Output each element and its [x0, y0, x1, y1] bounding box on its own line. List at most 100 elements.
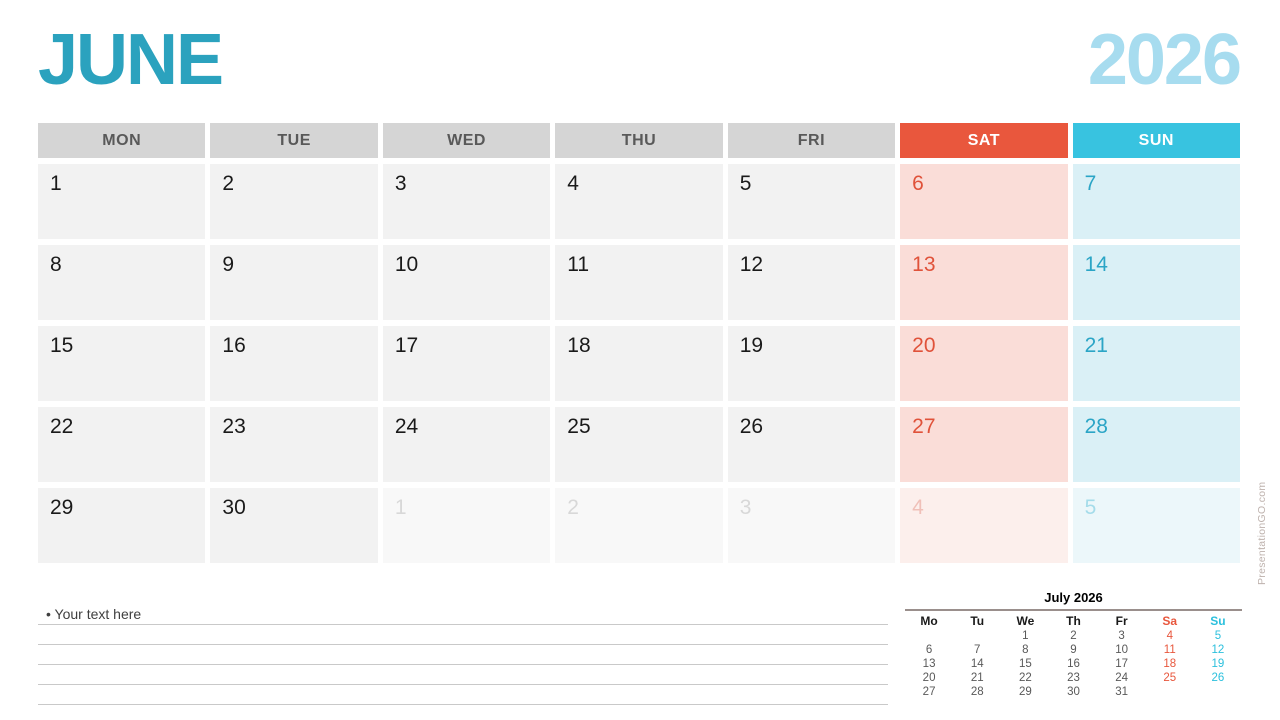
day-number: 20 — [912, 334, 936, 357]
note-line — [38, 704, 888, 705]
day-number: 15 — [50, 334, 74, 357]
mini-day-cell: 21 — [970, 672, 984, 684]
day-number: 7 — [1084, 172, 1097, 195]
mini-day-cell: 11 — [1163, 644, 1176, 656]
mini-calendar-title: July 2026 — [905, 590, 1242, 611]
day-number: 2 — [222, 172, 235, 195]
day-number: 24 — [394, 415, 419, 438]
mini-day-cell: 22 — [1018, 672, 1032, 684]
mini-day-cell: 18 — [1163, 658, 1177, 670]
day-number: 16 — [222, 334, 246, 357]
day-cell: 22 — [38, 407, 206, 482]
mini-calendar-grid: Mo Tu We Th Fr Sa Su 1 2 3 4 5 6 7 8 9 10 11 12 13 14 15 16 17 1… — [905, 613, 1242, 699]
day-number: 10 — [394, 253, 419, 276]
day-number: 4 — [567, 172, 579, 195]
mini-day-cell: 19 — [1211, 658, 1225, 670]
day-cell: 26 — [727, 407, 896, 482]
note-line — [38, 624, 888, 625]
day-number: 17 — [394, 334, 419, 357]
mini-day-cell: 7 — [974, 644, 981, 656]
day-number: 25 — [567, 415, 591, 438]
weekday-header-tue: TUE — [210, 123, 378, 158]
day-cell: 23 — [210, 407, 378, 482]
mini-day-cell: 29 — [1018, 686, 1032, 698]
day-cell: 29 — [38, 488, 206, 563]
mini-day-cell: 20 — [922, 672, 936, 684]
day-cell: 14 — [1072, 245, 1240, 320]
notes-placeholder-text: • Your text here — [46, 606, 141, 622]
day-cell: 25 — [555, 407, 723, 482]
mini-day-cell: 3 — [1118, 630, 1125, 642]
day-number: 28 — [1084, 415, 1108, 438]
next-month-mini-calendar: July 2026 Mo Tu We Th Fr Sa Su 1 2 3 4 5 6 7 8 9 10 11 12 1… — [905, 590, 1242, 699]
note-line — [38, 664, 888, 665]
mini-day-cell — [1194, 685, 1242, 699]
mini-day-cell: 27 — [922, 686, 936, 698]
month-title: JUNE — [38, 20, 224, 100]
day-cell: 27 — [900, 407, 1068, 482]
day-cell: 1 — [38, 164, 206, 239]
weekday-header-sun: SUN — [1072, 123, 1240, 158]
mini-day-cell — [953, 629, 1001, 643]
weekday-header-wed: WED — [382, 123, 551, 158]
mini-day-cell: 24 — [1115, 672, 1129, 684]
day-cell: 17 — [382, 326, 551, 401]
mini-day-cell: 23 — [1067, 672, 1080, 684]
day-number: 27 — [912, 415, 936, 438]
day-cell: 16 — [210, 326, 378, 401]
mini-weekday-header-th: Th — [1066, 614, 1081, 628]
mini-weekday-header-sa: Sa — [1162, 614, 1178, 628]
mini-day-cell: 14 — [970, 658, 984, 670]
day-cell: 4 — [555, 164, 723, 239]
day-number: 18 — [567, 334, 591, 357]
day-cell: 19 — [727, 326, 896, 401]
mini-day-cell: 15 — [1018, 658, 1032, 670]
mini-day-cell: 12 — [1211, 644, 1225, 656]
day-number: 12 — [739, 253, 764, 276]
day-number: 11 — [567, 253, 590, 276]
day-number: 5 — [739, 172, 752, 195]
month-calendar-grid: MON TUE WED THU FRI SAT SUN 1 2 3 4 5 6 7 8 9 10 11 12 13 14… — [38, 123, 1240, 563]
mini-weekday-header-we: We — [1016, 614, 1035, 628]
day-cell: 6 — [900, 164, 1068, 239]
weekday-header-sat: SAT — [900, 123, 1068, 158]
bullet-icon: • — [46, 606, 51, 622]
mini-weekday-header-fr: Fr — [1115, 614, 1128, 628]
day-cell: 12 — [727, 245, 896, 320]
note-line — [38, 644, 888, 645]
day-number: 1 — [50, 172, 62, 195]
note-line — [38, 684, 888, 685]
day-cell: 21 — [1072, 326, 1240, 401]
day-number: 2 — [567, 496, 579, 519]
mini-day-cell: 28 — [970, 686, 984, 698]
day-cell: 24 — [382, 407, 551, 482]
day-number: 30 — [222, 496, 246, 519]
notes-placeholder-label: Your text here — [54, 606, 142, 622]
day-cell: 4 — [900, 488, 1068, 563]
mini-day-cell: 17 — [1115, 658, 1129, 670]
day-cell: 11 — [555, 245, 723, 320]
day-cell: 28 — [1072, 407, 1240, 482]
mini-day-cell: 16 — [1067, 658, 1080, 670]
day-cell: 1 — [382, 488, 551, 563]
day-number: 14 — [1084, 253, 1108, 276]
day-cell: 2 — [210, 164, 378, 239]
weekday-header-mon: MON — [38, 123, 206, 158]
day-number: 5 — [1084, 496, 1097, 519]
mini-day-cell: 8 — [1022, 644, 1029, 656]
weekday-header-thu: THU — [555, 123, 723, 158]
day-cell: 7 — [1072, 164, 1240, 239]
mini-day-cell: 2 — [1070, 630, 1077, 642]
mini-day-cell: 25 — [1163, 672, 1177, 684]
day-number: 22 — [50, 415, 74, 438]
weekday-header-fri: FRI — [727, 123, 896, 158]
mini-day-cell — [1146, 685, 1194, 699]
day-cell: 30 — [210, 488, 378, 563]
mini-day-cell: 6 — [925, 644, 933, 656]
day-number: 3 — [739, 496, 752, 519]
mini-day-cell: 5 — [1214, 630, 1222, 642]
mini-day-cell: 9 — [1070, 644, 1077, 656]
day-number: 4 — [912, 496, 924, 519]
day-number: 13 — [912, 253, 936, 276]
